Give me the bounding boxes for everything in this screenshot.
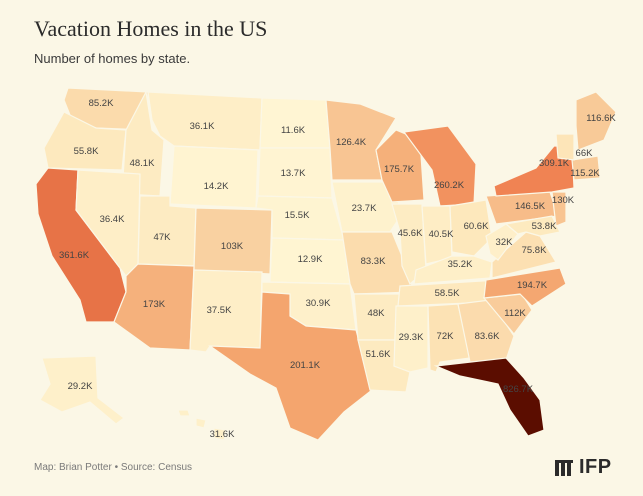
footer-credits: Map: Brian Potter • Source: Census <box>34 462 193 473</box>
label-georgia: 83.6K <box>475 331 500 342</box>
label-minnesota: 126.4K <box>336 137 367 148</box>
state-massachusetts <box>571 155 601 181</box>
state-mississippi <box>393 305 429 373</box>
label-south-dakota: 13.7K <box>281 168 306 179</box>
state-virginia <box>491 231 557 279</box>
label-idaho: 48.1K <box>130 158 155 169</box>
state-hawaii <box>177 409 227 441</box>
label-maryland: 53.8K <box>532 221 557 232</box>
label-texas: 201.1K <box>290 360 321 371</box>
label-ohio: 60.6K <box>464 221 489 232</box>
state-illinois <box>391 203 427 285</box>
label-montana: 36.1K <box>190 121 215 132</box>
state-iowa <box>331 181 403 233</box>
label-kentucky: 35.2K <box>448 259 473 270</box>
label-kansas: 12.9K <box>298 254 323 265</box>
label-alabama: 72K <box>437 331 455 342</box>
label-pennsylvania: 146.5K <box>515 201 546 212</box>
state-maryland <box>504 215 561 237</box>
label-iowa: 23.7K <box>352 203 377 214</box>
label-new-york: 309.1K <box>539 158 570 169</box>
label-virginia: 75.8K <box>522 245 547 256</box>
label-oklahoma: 30.9K <box>306 298 331 309</box>
state-wisconsin <box>375 129 425 203</box>
map-subtitle: Number of homes by state. <box>34 51 191 66</box>
label-colorado: 103K <box>221 241 244 252</box>
label-maine: 116.6K <box>586 113 616 124</box>
label-missouri: 83.3K <box>361 256 386 267</box>
label-washington: 85.2K <box>89 98 114 109</box>
ifp-logo-text: IFP <box>579 456 612 478</box>
state-shapes <box>35 87 617 441</box>
label-massachusetts: 115.2K <box>570 168 600 179</box>
state-maine <box>575 91 617 151</box>
label-north-dakota: 11.6K <box>281 125 306 136</box>
state-wyoming <box>169 145 259 209</box>
label-north-carolina: 194.7K <box>517 280 548 291</box>
label-new-mexico: 37.5K <box>207 305 232 316</box>
label-oregon: 55.8K <box>74 146 99 157</box>
state-ohio <box>449 199 493 257</box>
label-wyoming: 14.2K <box>204 181 229 192</box>
label-illinois: 45.6K <box>398 228 423 239</box>
ifp-logo: IFP <box>555 456 612 479</box>
label-louisiana: 51.6K <box>366 349 391 360</box>
state-florida <box>433 357 545 437</box>
label-south-carolina: 112K <box>504 308 526 319</box>
label-west-virginia: 32K <box>496 237 514 248</box>
label-nebraska: 15.5K <box>285 210 310 221</box>
label-mississippi: 29.3K <box>399 332 424 343</box>
state-vermont <box>555 133 575 161</box>
label-nevada: 36.4K <box>100 214 125 225</box>
label-florida: 826.7K <box>503 384 534 395</box>
state-utah <box>137 195 197 267</box>
map-title: Vacation Homes in the US <box>34 16 268 41</box>
label-new-jersey: 130K <box>552 195 575 206</box>
state-labels: 85.2K 55.8K 361.6K 48.1K 36.4K 36.1K 14.… <box>59 98 616 440</box>
label-michigan: 260.2K <box>434 180 465 191</box>
label-wisconsin: 175.7K <box>384 164 415 175</box>
state-new-jersey <box>551 191 567 227</box>
state-texas <box>207 291 373 441</box>
label-vermont: 66K <box>576 148 594 159</box>
state-alaska <box>39 355 125 425</box>
label-hawaii: 31.6K <box>210 429 235 440</box>
label-california: 361.6K <box>59 250 90 261</box>
label-indiana: 40.5K <box>429 229 454 240</box>
ifp-logo-icon <box>555 459 573 476</box>
state-oregon <box>43 111 127 171</box>
state-north-dakota <box>259 97 331 149</box>
label-arkansas: 48K <box>368 308 386 319</box>
label-alaska: 29.2K <box>68 381 93 392</box>
state-north-carolina <box>483 267 567 307</box>
state-west-virginia <box>485 223 519 261</box>
label-arizona: 173K <box>143 299 166 310</box>
label-utah: 47K <box>154 232 172 243</box>
label-tennessee: 58.5K <box>435 288 460 299</box>
